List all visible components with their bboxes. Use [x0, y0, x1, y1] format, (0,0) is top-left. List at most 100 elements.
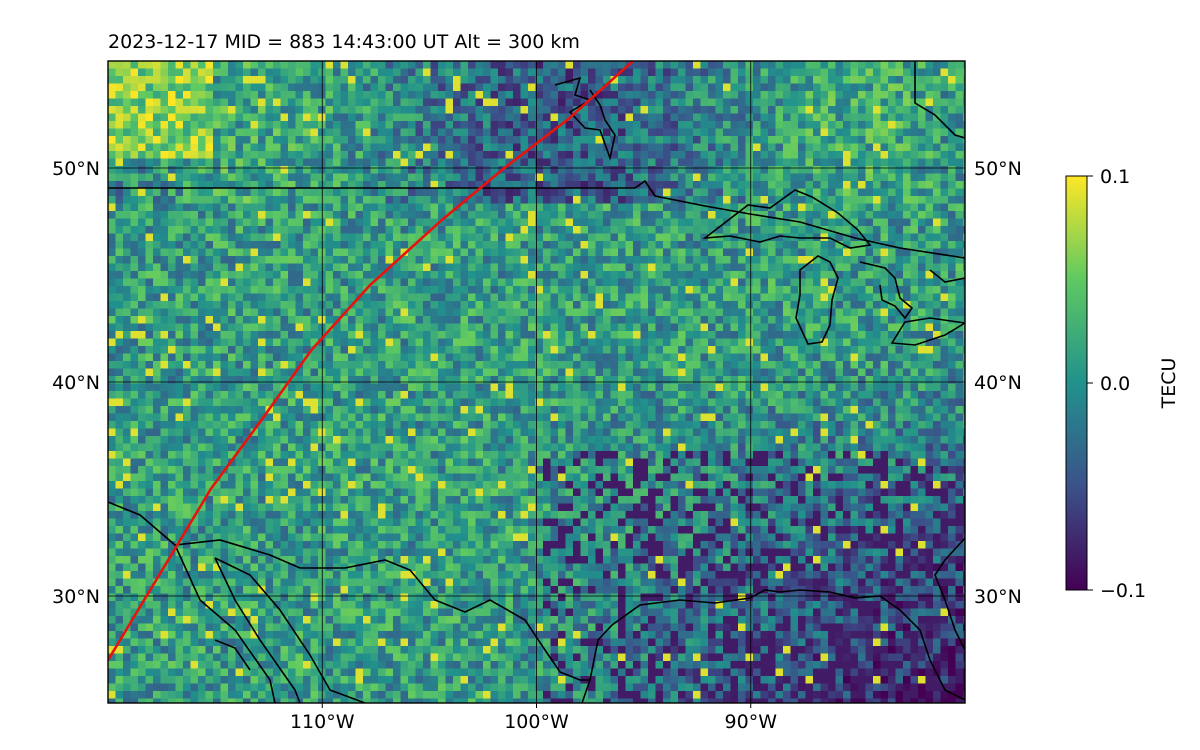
raster-cell	[378, 188, 386, 197]
raster-cell	[183, 233, 191, 242]
raster-cell	[175, 248, 184, 257]
raster-cell	[505, 271, 514, 279]
raster-cell	[453, 83, 461, 92]
raster-cell	[520, 211, 529, 219]
raster-cell	[565, 308, 574, 317]
raster-cell	[835, 151, 844, 159]
raster-cell	[453, 218, 461, 227]
raster-cell	[250, 248, 259, 257]
raster-cell	[175, 286, 184, 294]
raster-cell	[490, 218, 499, 227]
raster-cell	[925, 376, 934, 384]
raster-cell	[625, 173, 634, 182]
raster-cell	[835, 338, 844, 347]
raster-cell	[445, 83, 454, 92]
raster-cell	[955, 68, 964, 77]
raster-cell	[370, 76, 379, 84]
raster-cell	[468, 76, 476, 84]
raster-cell	[543, 136, 551, 144]
raster-cell	[280, 376, 289, 384]
raster-cell	[498, 271, 506, 279]
raster-cell	[355, 91, 364, 99]
raster-cell	[220, 241, 229, 249]
raster-cell	[363, 368, 371, 377]
raster-cell	[663, 233, 671, 242]
raster-cell	[423, 91, 431, 99]
raster-cell	[708, 286, 716, 294]
raster-cell	[415, 271, 424, 279]
raster-cell	[160, 106, 169, 114]
raster-cell	[670, 263, 679, 272]
raster-cell	[535, 308, 544, 317]
raster-cell	[445, 218, 454, 227]
raster-cell	[415, 173, 424, 182]
raster-cell	[865, 113, 874, 122]
raster-cell	[850, 106, 859, 114]
raster-cell	[415, 278, 424, 287]
raster-cell	[640, 233, 649, 242]
raster-cell	[925, 353, 934, 362]
raster-cell	[520, 136, 529, 144]
raster-cell	[610, 106, 619, 114]
raster-cell	[138, 61, 146, 69]
raster-cell	[528, 83, 536, 92]
raster-cell	[828, 98, 836, 107]
raster-cell	[948, 106, 956, 114]
raster-cell	[880, 173, 889, 182]
raster-cell	[190, 91, 199, 99]
raster-cell	[355, 196, 364, 204]
raster-cell	[918, 241, 926, 249]
raster-cell	[550, 128, 559, 137]
raster-cell	[828, 376, 836, 384]
raster-cell	[895, 301, 904, 309]
raster-cell	[858, 68, 866, 77]
raster-cell	[768, 226, 776, 234]
raster-cell	[940, 91, 949, 99]
raster-cell	[888, 128, 896, 137]
raster-cell	[333, 196, 341, 204]
raster-cell	[528, 61, 536, 69]
raster-cell	[288, 181, 296, 189]
raster-cell	[693, 166, 701, 174]
raster-cell	[715, 158, 724, 167]
raster-cell	[820, 248, 829, 257]
raster-cell	[520, 323, 529, 332]
raster-cell	[715, 173, 724, 182]
raster-cell	[250, 61, 259, 69]
raster-cell	[775, 218, 784, 227]
raster-cell	[648, 376, 656, 384]
raster-cell	[858, 181, 866, 189]
raster-cell	[498, 226, 506, 234]
raster-cell	[595, 76, 604, 84]
raster-cell	[498, 361, 506, 369]
raster-cell	[948, 376, 956, 384]
raster-cell	[708, 121, 716, 129]
raster-cell	[183, 346, 191, 354]
raster-cell	[160, 83, 169, 92]
raster-cell	[430, 241, 439, 249]
raster-cell	[430, 278, 439, 287]
raster-cell	[835, 376, 844, 384]
raster-cell	[963, 248, 965, 257]
raster-cell	[198, 203, 206, 212]
raster-cell	[843, 368, 851, 377]
raster-cell	[115, 248, 124, 257]
raster-cell	[700, 241, 709, 249]
raster-cell	[963, 106, 965, 114]
raster-cell	[333, 308, 341, 317]
raster-cell	[235, 226, 244, 234]
raster-cell	[625, 196, 634, 204]
raster-cell	[558, 353, 566, 362]
raster-cell	[678, 83, 686, 92]
raster-cell	[468, 233, 476, 242]
raster-cell	[303, 106, 311, 114]
raster-cell	[543, 113, 551, 122]
raster-cell	[783, 121, 791, 129]
raster-cell	[505, 376, 514, 384]
raster-cell	[925, 256, 934, 264]
raster-cell	[468, 241, 476, 249]
raster-cell	[258, 368, 266, 377]
raster-cell	[730, 248, 739, 257]
raster-cell	[370, 308, 379, 317]
raster-cell	[655, 121, 664, 129]
